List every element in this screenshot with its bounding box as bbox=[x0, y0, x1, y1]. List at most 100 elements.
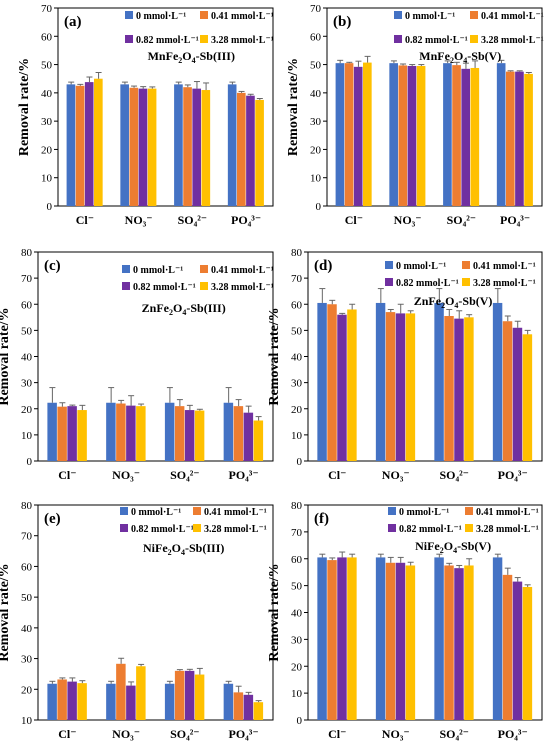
x-tick-label: Cl⁻ bbox=[58, 727, 76, 741]
bar bbox=[443, 63, 452, 207]
y-tick-label: 80 bbox=[291, 500, 303, 512]
bar bbox=[184, 670, 195, 720]
legend-swatch bbox=[125, 11, 133, 19]
y-tick-label: 40 bbox=[41, 88, 53, 100]
bar bbox=[416, 65, 426, 206]
bar bbox=[464, 565, 474, 720]
bar bbox=[347, 309, 357, 461]
legend-swatch bbox=[394, 35, 402, 43]
bar bbox=[184, 410, 195, 461]
x-tick-label: NO₃⁻ bbox=[125, 213, 153, 227]
panel-label: (e) bbox=[44, 511, 61, 527]
legend-label: 3.28 mmol·L⁻¹ bbox=[473, 278, 536, 289]
legend-label: 3.28 mmol·L⁻¹ bbox=[481, 35, 544, 46]
legend-label: 0.82 mmol·L⁻¹ bbox=[136, 35, 199, 46]
legend-swatch bbox=[394, 11, 402, 19]
bar bbox=[94, 78, 103, 206]
bar bbox=[353, 66, 363, 206]
bar bbox=[347, 557, 357, 720]
x-tick-label: SO₄²⁻ bbox=[170, 727, 200, 741]
legend-swatch bbox=[388, 507, 396, 515]
panel-label: (b) bbox=[333, 14, 351, 30]
bar bbox=[233, 406, 244, 461]
y-tick-label: 10 bbox=[21, 715, 33, 727]
bar bbox=[317, 557, 327, 720]
legend-swatch bbox=[200, 282, 208, 290]
bar bbox=[243, 412, 254, 461]
legend-swatch bbox=[462, 278, 470, 286]
bar bbox=[444, 565, 454, 720]
bar bbox=[434, 557, 444, 720]
y-tick-label: 40 bbox=[21, 623, 33, 635]
y-tick-label: 70 bbox=[310, 3, 322, 15]
bar bbox=[337, 557, 347, 720]
y-axis-label: Removal rate/% bbox=[17, 58, 32, 156]
bar bbox=[246, 95, 255, 206]
y-tick-label: 70 bbox=[291, 273, 303, 285]
y-tick-label: 50 bbox=[291, 581, 303, 593]
bar bbox=[75, 85, 85, 206]
legend-swatch bbox=[120, 507, 128, 515]
bar bbox=[385, 562, 396, 720]
bar bbox=[77, 410, 87, 461]
chart-panel: 0 10 20 30 40 50 60 70 80 Removal rate/% Cl⁻ NO₃⁻ SO… bbox=[267, 247, 543, 482]
bar bbox=[126, 685, 136, 720]
legend-swatch bbox=[388, 524, 396, 532]
y-tick-label: 20 bbox=[21, 404, 33, 416]
bar bbox=[515, 71, 524, 207]
chart-panel: 0 10 20 30 40 50 60 70 80 Removal rate/% Cl⁻ NO₃⁻ SO… bbox=[267, 500, 543, 741]
bar bbox=[106, 402, 116, 461]
y-tick-label: 70 bbox=[41, 3, 53, 15]
y-tick-label: 10 bbox=[291, 688, 303, 700]
y-tick-label: 0 bbox=[47, 201, 53, 213]
bar bbox=[243, 694, 254, 720]
y-tick-label: 0 bbox=[297, 715, 303, 727]
y-tick-label: 50 bbox=[21, 592, 33, 604]
y-axis-label: Removal rate/% bbox=[267, 563, 282, 661]
legend-swatch bbox=[200, 35, 208, 43]
legend-label: 0.82 mmol·L⁻¹ bbox=[399, 524, 462, 535]
panel-label: (c) bbox=[44, 258, 61, 274]
legend-label: 0.41 mmol·L⁻¹ bbox=[211, 265, 274, 276]
bar bbox=[363, 62, 372, 206]
bar bbox=[375, 557, 386, 720]
x-tick-label: PO₄³⁻ bbox=[498, 468, 528, 482]
plot-frame bbox=[37, 504, 274, 721]
bar bbox=[327, 304, 337, 461]
bar bbox=[337, 314, 347, 461]
y-tick-label: 80 bbox=[21, 247, 33, 259]
bar bbox=[492, 557, 503, 720]
legend-label: 0.82 mmol·L⁻¹ bbox=[133, 282, 196, 293]
chart-title: NiFe2O4-Sb(V) bbox=[415, 539, 491, 555]
legend-label: 3.28 mmol·L⁻¹ bbox=[211, 35, 274, 46]
x-tick-label: NO₃⁻ bbox=[382, 727, 410, 741]
legend-swatch bbox=[120, 524, 128, 532]
legend-label: 0.82 mmol·L⁻¹ bbox=[396, 278, 459, 289]
x-tick-label: SO₄²⁻ bbox=[439, 727, 469, 741]
x-tick-label: Cl⁻ bbox=[328, 727, 346, 741]
y-tick-label: 0 bbox=[27, 456, 33, 468]
y-tick-label: 60 bbox=[21, 561, 33, 573]
legend-label: 0.41 mmol·L⁻¹ bbox=[481, 11, 544, 22]
bar bbox=[174, 670, 185, 720]
bar bbox=[255, 99, 264, 206]
x-tick-label: PO₄³⁻ bbox=[229, 468, 259, 482]
bar bbox=[201, 90, 211, 206]
y-tick-label: 10 bbox=[41, 173, 53, 185]
bar bbox=[385, 312, 396, 461]
bar bbox=[223, 402, 234, 461]
y-tick-label: 20 bbox=[291, 661, 303, 673]
x-tick-label: PO₄³⁻ bbox=[500, 213, 530, 227]
bar bbox=[496, 63, 506, 207]
y-tick-label: 0 bbox=[316, 201, 322, 213]
bar bbox=[84, 82, 94, 206]
bar bbox=[136, 406, 146, 461]
y-tick-label: 20 bbox=[291, 404, 303, 416]
y-tick-label: 0 bbox=[297, 456, 303, 468]
bar bbox=[174, 84, 183, 206]
bar bbox=[398, 65, 408, 206]
bar bbox=[47, 402, 57, 461]
y-tick-label: 20 bbox=[41, 144, 53, 156]
chart-panel: 0 10 20 30 40 50 60 70 Removal rate/% Cl⁻ NO₃⁻ SO₄²… bbox=[17, 3, 274, 227]
bar bbox=[395, 562, 406, 720]
